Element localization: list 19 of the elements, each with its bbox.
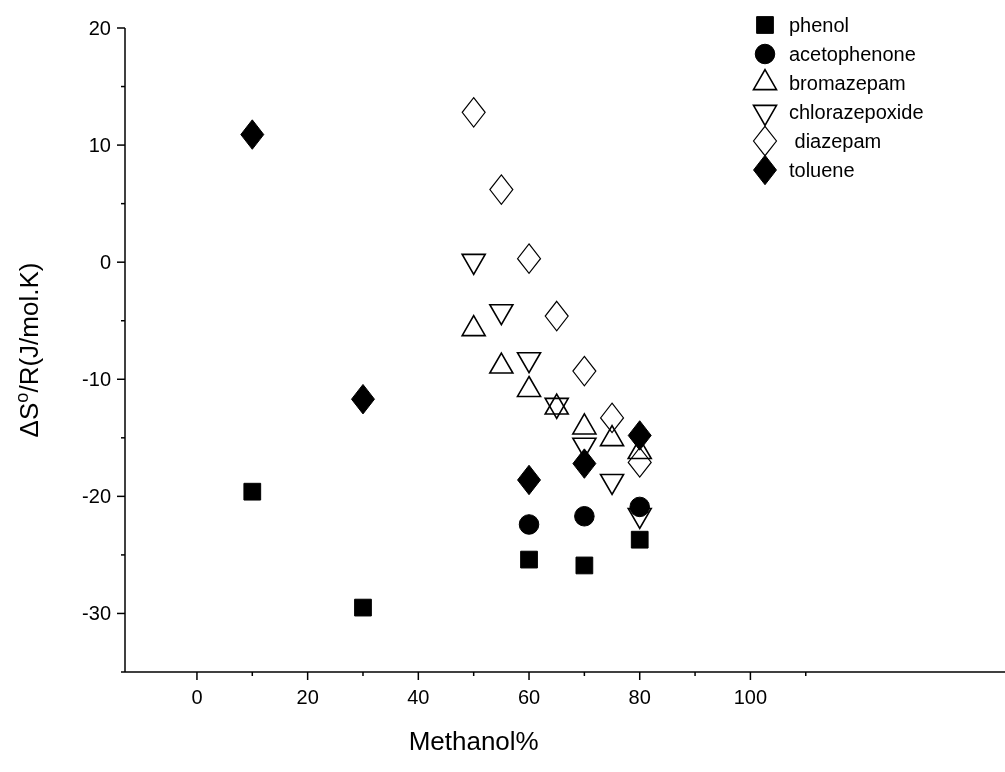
y-tick-label: -10 — [82, 368, 111, 391]
x-tick-label: 80 — [628, 686, 651, 708]
legend-label: bromazepam — [789, 72, 906, 94]
legend-label: diazepam — [789, 130, 882, 152]
x-axis-title: Methanol% — [408, 726, 539, 756]
legend-label: acetophenone — [789, 43, 916, 65]
y-tick-label: 20 — [88, 17, 111, 39]
legend-label: chlorazepoxide — [789, 101, 924, 123]
y-tick-label: 0 — [99, 251, 111, 274]
y-tick-label: -30 — [82, 602, 111, 625]
legend-label: toluene — [789, 159, 855, 181]
x-tick-label: 100 — [733, 686, 768, 708]
x-tick-label: 40 — [407, 686, 430, 708]
y-tick-label: -20 — [82, 485, 111, 508]
x-tick-label: 20 — [296, 686, 319, 708]
x-tick-label: 60 — [517, 686, 541, 708]
y-tick-label: 10 — [88, 134, 111, 157]
legend-label: phenol — [789, 14, 850, 36]
x-tick-label: 0 — [191, 686, 203, 708]
